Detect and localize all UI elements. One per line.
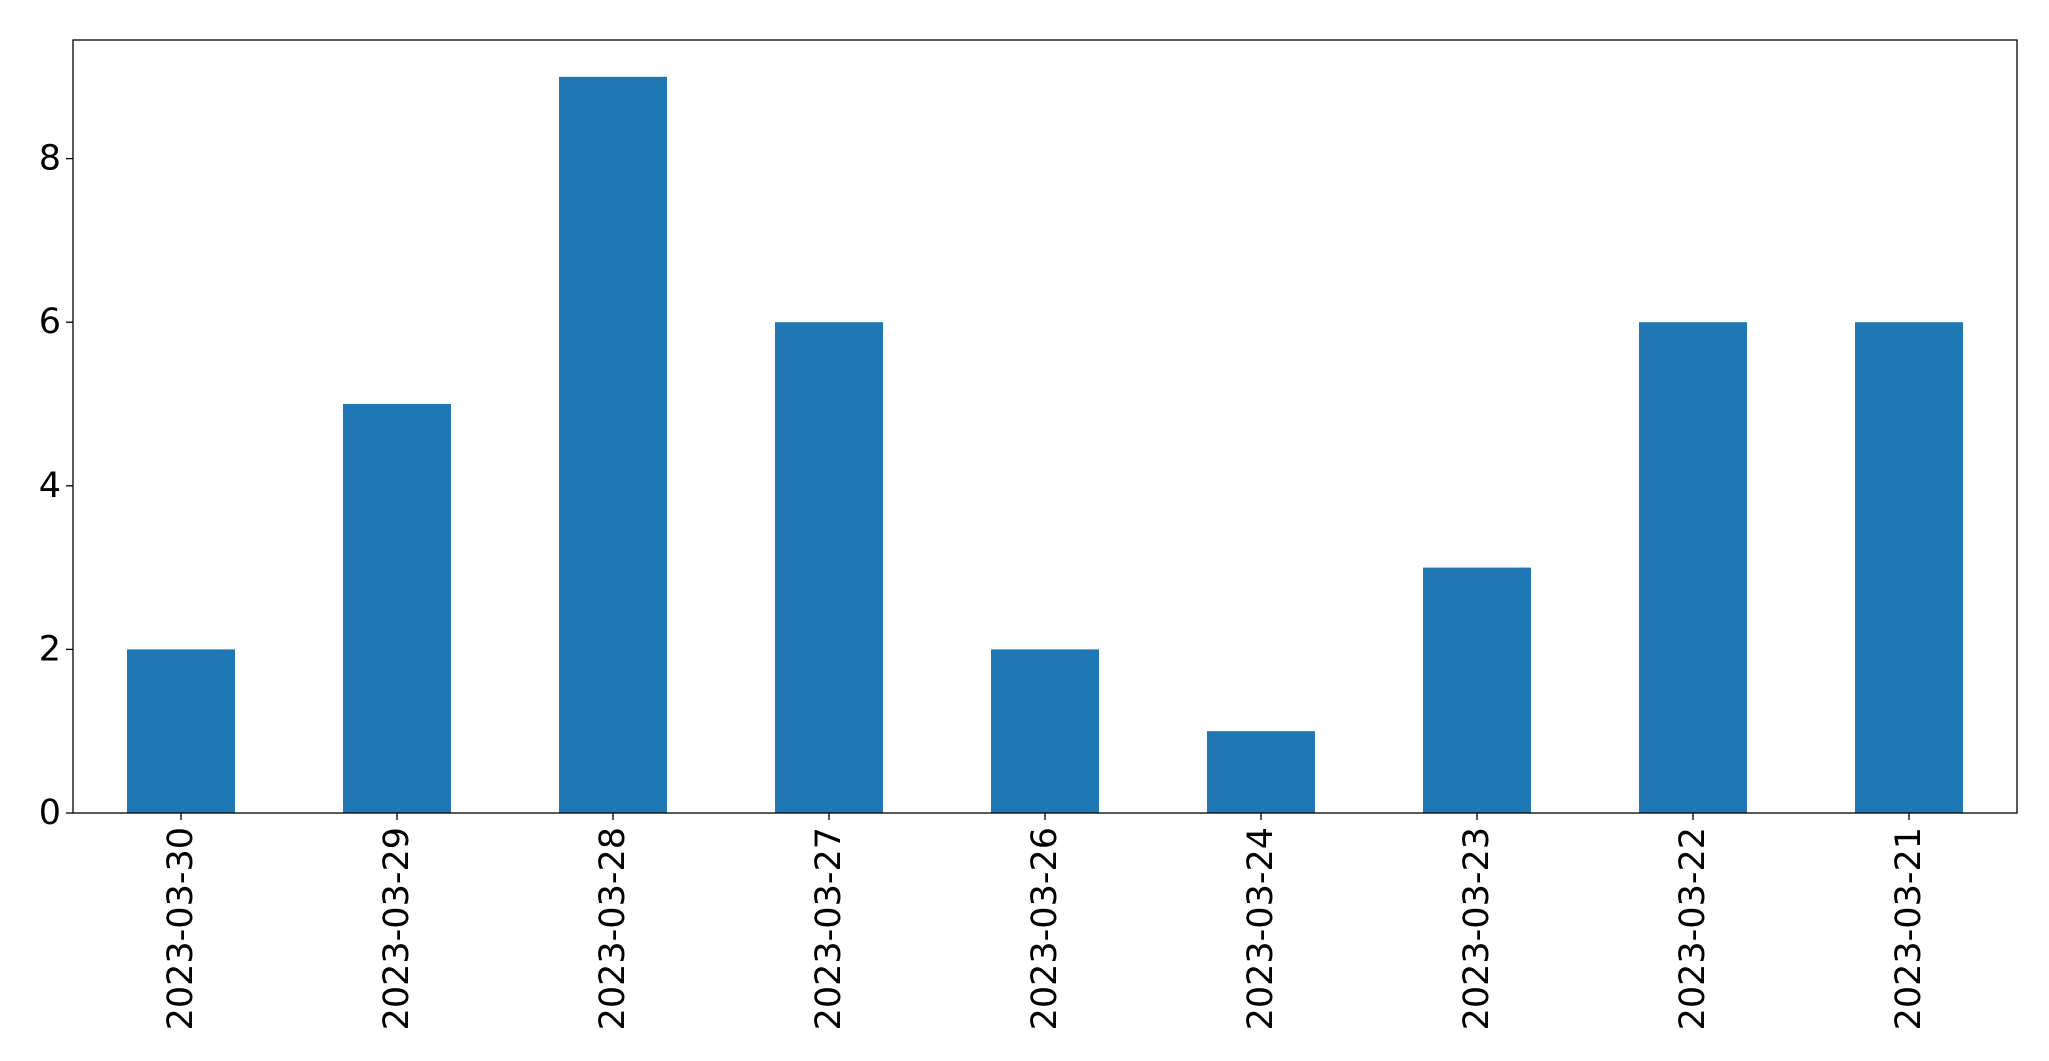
y-axis: 0 2 4 6 8 [39, 139, 73, 833]
bar-2023-03-27 [775, 322, 883, 813]
bar-2023-03-30 [127, 649, 235, 813]
x-tick-label: 2023-03-28 [593, 827, 633, 1030]
y-tick-label: 6 [39, 302, 61, 342]
bar-2023-03-22 [1639, 322, 1747, 813]
y-tick-label: 2 [39, 629, 61, 669]
bar-2023-03-21 [1855, 322, 1963, 813]
bars-group [127, 76, 1963, 813]
bar-2023-03-29 [343, 404, 451, 813]
bar-2023-03-23 [1423, 567, 1531, 813]
x-axis: 2023-03-30 2023-03-29 2023-03-28 2023-03-27… [161, 813, 1929, 1030]
x-tick-label: 2023-03-30 [161, 827, 201, 1030]
y-tick-label: 8 [39, 139, 61, 179]
x-tick-label: 2023-03-29 [377, 827, 417, 1030]
x-tick-label: 2023-03-27 [809, 827, 849, 1030]
bar-2023-03-26 [991, 649, 1099, 813]
bar-2023-03-24 [1207, 731, 1315, 813]
bar-2023-03-28 [559, 76, 667, 813]
x-tick-label: 2023-03-22 [1673, 827, 1713, 1030]
y-tick-label: 0 [39, 793, 61, 833]
plot-area-frame [72, 39, 2018, 814]
x-tick-label: 2023-03-21 [1889, 827, 1929, 1030]
x-tick-label: 2023-03-26 [1025, 827, 1065, 1030]
x-tick-label: 2023-03-23 [1457, 827, 1497, 1030]
y-tick-label: 4 [39, 466, 61, 506]
x-tick-label: 2023-03-24 [1241, 827, 1281, 1030]
